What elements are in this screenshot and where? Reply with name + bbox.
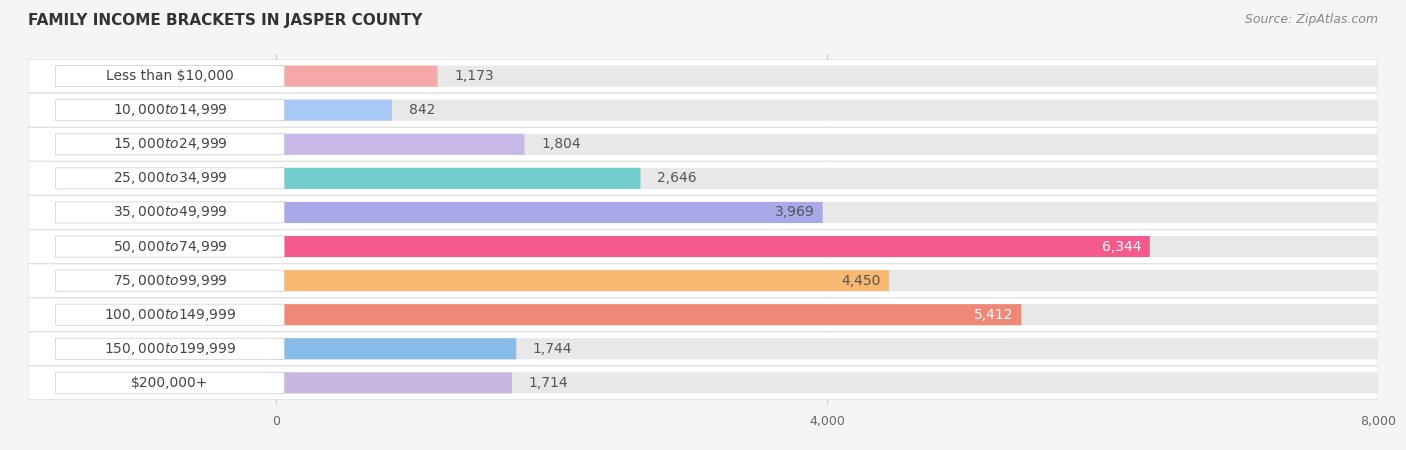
FancyBboxPatch shape xyxy=(276,168,1378,189)
FancyBboxPatch shape xyxy=(56,66,284,87)
FancyBboxPatch shape xyxy=(276,168,641,189)
Text: 2,646: 2,646 xyxy=(657,171,696,185)
Text: $200,000+: $200,000+ xyxy=(131,376,208,390)
Text: 1,804: 1,804 xyxy=(541,137,581,151)
Text: $10,000 to $14,999: $10,000 to $14,999 xyxy=(112,102,228,118)
Text: $150,000 to $199,999: $150,000 to $199,999 xyxy=(104,341,236,357)
FancyBboxPatch shape xyxy=(276,270,889,291)
Text: 1,173: 1,173 xyxy=(454,69,494,83)
FancyBboxPatch shape xyxy=(28,59,1378,93)
Text: Source: ZipAtlas.com: Source: ZipAtlas.com xyxy=(1244,14,1378,27)
FancyBboxPatch shape xyxy=(276,372,1378,393)
FancyBboxPatch shape xyxy=(28,128,1378,161)
Text: 1,714: 1,714 xyxy=(529,376,568,390)
FancyBboxPatch shape xyxy=(56,168,284,189)
FancyBboxPatch shape xyxy=(276,66,437,87)
FancyBboxPatch shape xyxy=(276,338,1378,360)
Text: 3,969: 3,969 xyxy=(775,206,814,220)
Text: $15,000 to $24,999: $15,000 to $24,999 xyxy=(112,136,228,152)
FancyBboxPatch shape xyxy=(56,236,284,257)
FancyBboxPatch shape xyxy=(56,99,284,121)
FancyBboxPatch shape xyxy=(28,332,1378,365)
FancyBboxPatch shape xyxy=(56,372,284,393)
FancyBboxPatch shape xyxy=(276,134,1378,155)
FancyBboxPatch shape xyxy=(276,236,1378,257)
FancyBboxPatch shape xyxy=(276,202,823,223)
FancyBboxPatch shape xyxy=(56,202,284,223)
Text: 4,450: 4,450 xyxy=(841,274,880,288)
Text: 842: 842 xyxy=(409,103,434,117)
FancyBboxPatch shape xyxy=(28,94,1378,127)
Text: 1,744: 1,744 xyxy=(533,342,572,356)
Text: $35,000 to $49,999: $35,000 to $49,999 xyxy=(112,204,228,220)
Text: $100,000 to $149,999: $100,000 to $149,999 xyxy=(104,307,236,323)
FancyBboxPatch shape xyxy=(56,338,284,360)
FancyBboxPatch shape xyxy=(276,202,1378,223)
FancyBboxPatch shape xyxy=(28,264,1378,297)
FancyBboxPatch shape xyxy=(276,236,1150,257)
FancyBboxPatch shape xyxy=(28,366,1378,400)
Text: 6,344: 6,344 xyxy=(1102,239,1142,253)
FancyBboxPatch shape xyxy=(28,162,1378,195)
FancyBboxPatch shape xyxy=(56,270,284,291)
FancyBboxPatch shape xyxy=(56,134,284,155)
Text: $25,000 to $34,999: $25,000 to $34,999 xyxy=(112,171,228,186)
FancyBboxPatch shape xyxy=(28,230,1378,263)
FancyBboxPatch shape xyxy=(276,66,1378,87)
FancyBboxPatch shape xyxy=(276,99,1378,121)
FancyBboxPatch shape xyxy=(276,134,524,155)
FancyBboxPatch shape xyxy=(28,298,1378,331)
FancyBboxPatch shape xyxy=(276,304,1378,325)
FancyBboxPatch shape xyxy=(28,196,1378,229)
Text: $50,000 to $74,999: $50,000 to $74,999 xyxy=(112,238,228,255)
Text: 5,412: 5,412 xyxy=(974,308,1014,322)
FancyBboxPatch shape xyxy=(56,304,284,325)
FancyBboxPatch shape xyxy=(276,338,516,360)
FancyBboxPatch shape xyxy=(276,99,392,121)
FancyBboxPatch shape xyxy=(276,270,1378,291)
FancyBboxPatch shape xyxy=(276,304,1021,325)
FancyBboxPatch shape xyxy=(276,372,512,393)
Text: $75,000 to $99,999: $75,000 to $99,999 xyxy=(112,273,228,288)
Text: Less than $10,000: Less than $10,000 xyxy=(105,69,233,83)
Text: FAMILY INCOME BRACKETS IN JASPER COUNTY: FAMILY INCOME BRACKETS IN JASPER COUNTY xyxy=(28,14,423,28)
